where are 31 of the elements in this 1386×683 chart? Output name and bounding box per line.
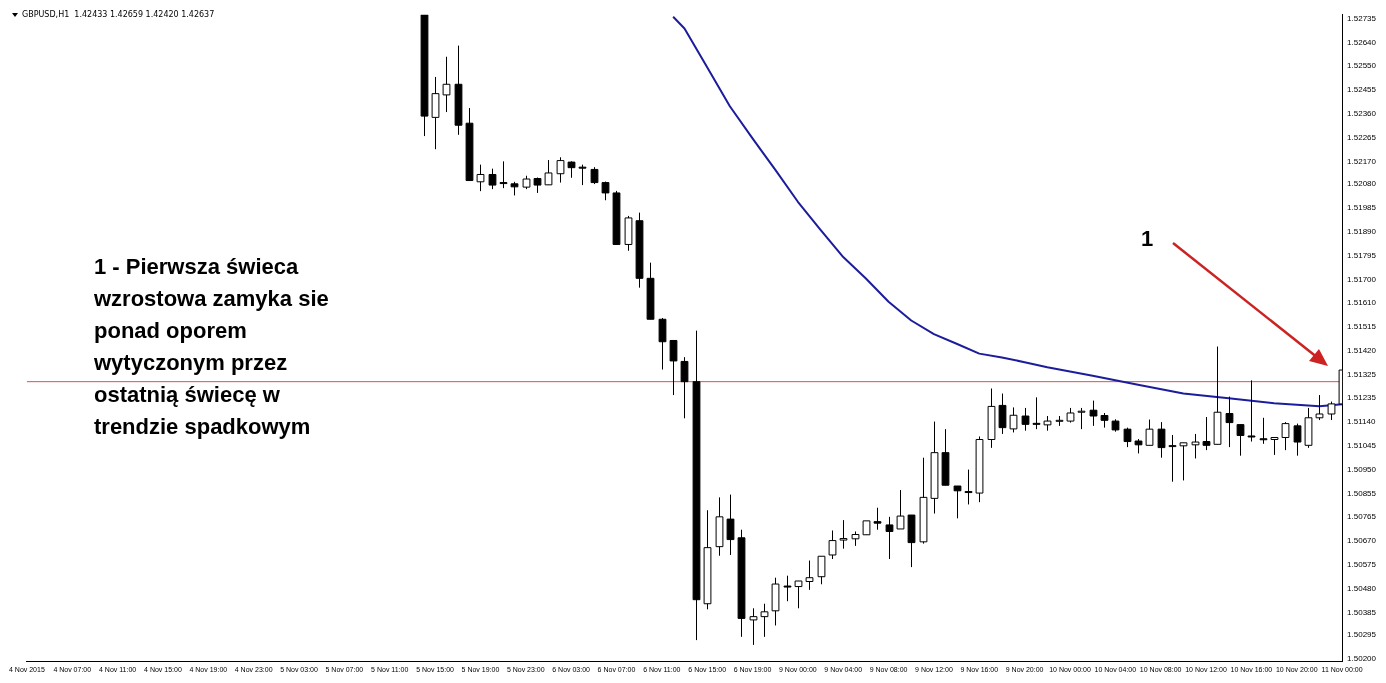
y-tick-label: 1.51890 xyxy=(1347,227,1377,237)
y-tick-label: 1.51325 xyxy=(1347,370,1377,380)
y-tick-label: 1.52455 xyxy=(1347,84,1377,94)
y-tick-label: 1.52735 xyxy=(1347,13,1377,23)
y-tick-label: 1.50575 xyxy=(1347,559,1377,569)
annotation: 1 xyxy=(1141,226,1155,252)
y-tick-label: 1.50385 xyxy=(1347,607,1377,617)
y-tick-label: 1.51420 xyxy=(1347,346,1377,356)
y-tick-label: 1.50480 xyxy=(1347,583,1377,593)
y-tick-label: 1.52170 xyxy=(1347,156,1377,166)
y-tick-label: 1.51045 xyxy=(1347,440,1377,450)
chart-title: GBPUSD,H1 1.42433 1.42659 1.42420 1.42637 xyxy=(22,10,215,19)
y-tick-label: 1.50765 xyxy=(1347,511,1377,521)
y-tick-label: 1.50855 xyxy=(1347,488,1377,498)
y-tick-label: 1.52080 xyxy=(1347,179,1377,189)
y-tick-label: 1.50200 xyxy=(1347,654,1377,664)
y-tick-label: 1.51515 xyxy=(1347,322,1377,332)
annotation: 1 - Pierwsza świeca wzrostowa zamyka sie ponad oporem wytyczonym przez ostatnią świecę w trendzie spadkowym xyxy=(94,253,330,441)
y-tick-label: 1.51235 xyxy=(1347,392,1377,402)
y-tick-label: 1.52360 xyxy=(1347,108,1377,118)
y-tick-label: 1.50950 xyxy=(1347,464,1377,474)
y-tick-label: 1.51140 xyxy=(1347,416,1376,426)
y-tick-label: 1.52640 xyxy=(1347,37,1377,47)
y-tick-label: 1.52265 xyxy=(1347,132,1377,142)
y-tick-label: 1.52550 xyxy=(1347,60,1377,70)
y-tick-label: 1.50295 xyxy=(1347,630,1377,640)
y-tick-label: 1.51795 xyxy=(1347,251,1377,261)
y-tick-label: 1.51700 xyxy=(1347,275,1377,285)
y-tick-label: 1.51985 xyxy=(1347,203,1377,213)
y-tick-label: 1.50670 xyxy=(1347,535,1377,545)
y-tick-label: 1.51610 xyxy=(1347,298,1377,308)
